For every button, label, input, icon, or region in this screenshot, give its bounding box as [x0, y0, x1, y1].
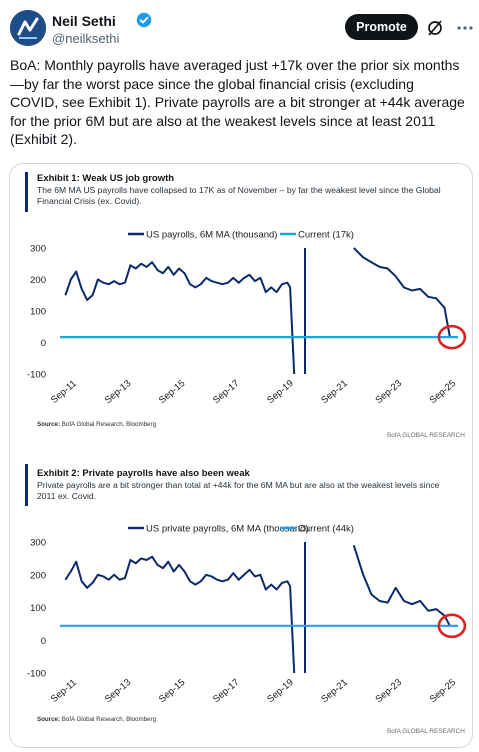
series-line — [64, 261, 296, 375]
more-icon[interactable] — [456, 20, 474, 36]
source-text: BofA Global Research, Bloomberg — [60, 421, 157, 428]
x-tick-label: Sep-11 — [49, 677, 79, 705]
series-line — [352, 544, 451, 627]
x-tick-label: Sep-19 — [265, 378, 296, 406]
verified-badge-icon — [136, 12, 152, 28]
y-tick-label: 200 — [30, 275, 46, 286]
x-tick-label: Sep-15 — [157, 378, 188, 406]
exhibit-1-source: Source: BofA Global Research, Bloomberg — [37, 421, 156, 428]
exhibit-1-subtitle: The 6M MA US payrolls have collapsed to … — [37, 185, 441, 206]
exhibit-2-brand: BofA GLOBAL RESEARCH — [387, 728, 465, 735]
y-tick-label: 300 — [30, 538, 46, 549]
post-text: BoA: Monthly payrolls have averaged just… — [10, 57, 465, 147]
y-tick-label: 100 — [30, 603, 46, 614]
promote-button[interactable]: Promote — [345, 14, 418, 40]
x-tick-label: Sep-17 — [211, 378, 242, 406]
x-tick-label: Sep-15 — [157, 677, 188, 705]
source-text: BofA Global Research, Bloomberg — [60, 716, 157, 723]
y-tick-label: -100 — [27, 669, 46, 680]
x-tick-label: Sep-17 — [211, 677, 242, 705]
y-tick-label: 100 — [30, 307, 46, 318]
highlight-circle — [437, 613, 467, 639]
grok-icon[interactable] — [426, 19, 444, 37]
post-media-image[interactable]: Exhibit 1: Weak US job growth The 6M MA … — [9, 163, 473, 748]
legend-label: US payrolls, 6M MA (thousand) — [146, 230, 277, 241]
x-tick-label: Sep-25 — [428, 378, 459, 406]
y-tick-label: 0 — [41, 338, 46, 349]
exhibit-2-title: Exhibit 2: Private payrolls have also be… — [37, 468, 250, 479]
series-line — [353, 247, 451, 338]
exhibit-1-chart: -100 0 100 200 300 Sep-11 Sep-13 Sep-15 Sep-17 Se… — [27, 230, 467, 406]
y-tick-label: -100 — [27, 370, 46, 381]
x-tick-label: Sep-21 — [319, 378, 350, 406]
legend-label: Current (17k) — [298, 230, 354, 241]
x-tick-label: Sep-23 — [373, 378, 404, 406]
exhibit-2-source: Source: BofA Global Research, Bloomberg — [37, 716, 156, 723]
exhibit-1-title: Exhibit 1: Weak US job growth — [37, 173, 175, 184]
exhibit-2: Exhibit 2: Private payrolls have also be… — [10, 456, 472, 747]
x-tick-label: Sep-25 — [428, 677, 459, 705]
exhibit-2-subtitle: Private payrolls are a bit stronger than… — [37, 480, 440, 501]
exhibit-1: Exhibit 1: Weak US job growth The 6M MA … — [10, 164, 472, 454]
highlight-circle — [437, 324, 467, 350]
x-tick-label: Sep-23 — [373, 677, 404, 705]
legend-label: US private payrolls, 6M MA (thousand) — [146, 524, 309, 535]
series-line — [64, 555, 296, 674]
source-label: Source: — [37, 421, 61, 428]
legend-label: Current (44k) — [298, 524, 354, 535]
source-label: Source: — [37, 716, 61, 723]
y-tick-label: 0 — [41, 636, 46, 647]
author-name[interactable]: Neil Sethi — [52, 13, 116, 29]
y-tick-label: 300 — [30, 244, 46, 255]
avatar-logo — [10, 10, 46, 46]
avatar[interactable] — [10, 10, 46, 46]
x-tick-label: Sep-11 — [49, 378, 79, 406]
exhibit-1-brand: BofA GLOBAL RESEARCH — [387, 432, 465, 439]
x-tick-label: Sep-19 — [265, 677, 296, 705]
post-header: Neil Sethi @neilksethi Promote — [10, 10, 474, 50]
title-accent-bar — [25, 464, 28, 506]
x-tick-label: Sep-13 — [103, 378, 134, 406]
x-tick-label: Sep-13 — [103, 677, 134, 705]
author-handle[interactable]: @neilksethi — [52, 31, 120, 46]
x-tick-label: Sep-21 — [319, 677, 350, 705]
exhibit-2-chart: -100 0 100 200 300 Sep-11 Sep-13 Sep-15 Sep-17 Se… — [27, 524, 467, 705]
y-tick-label: 200 — [30, 570, 46, 581]
title-accent-bar — [25, 172, 28, 212]
